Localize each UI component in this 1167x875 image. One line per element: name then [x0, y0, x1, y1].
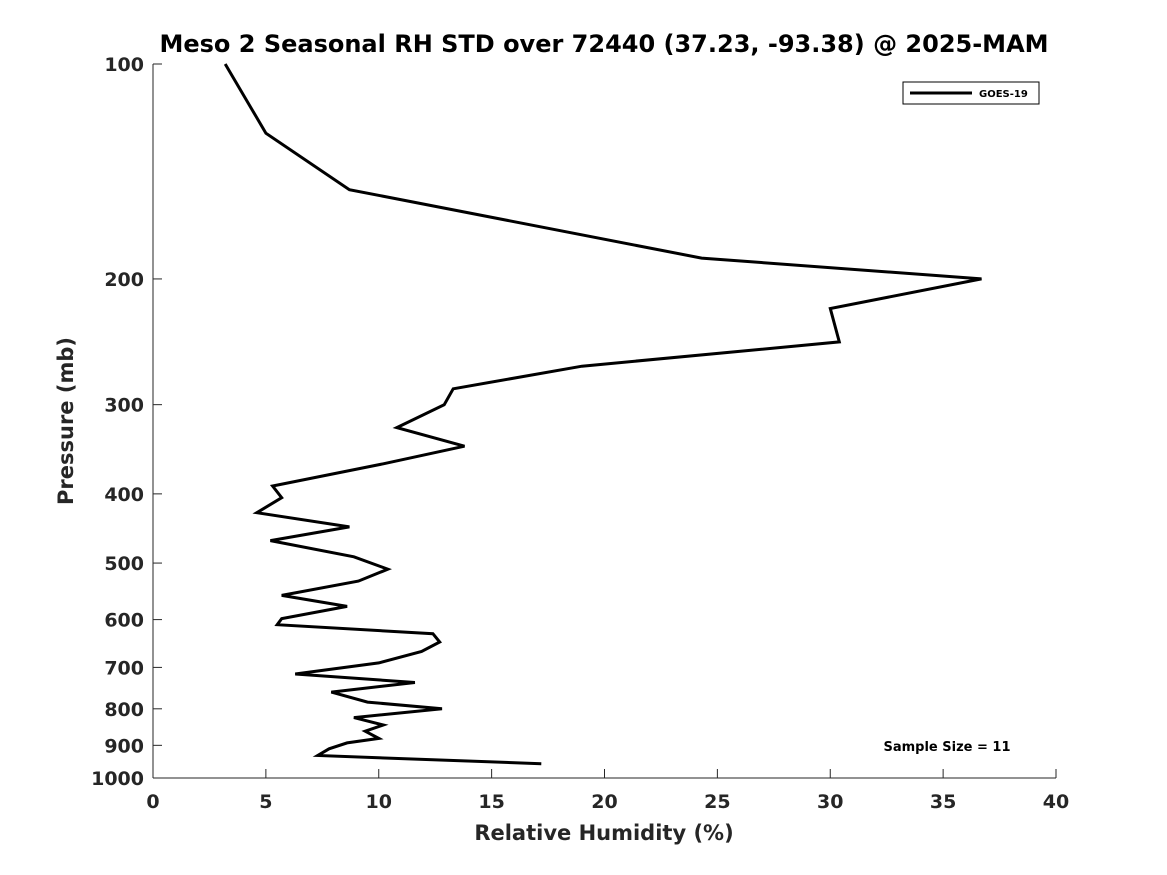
legend-label-goes-19: GOES-19: [979, 89, 1028, 100]
y-tick-label-300: 300: [104, 395, 144, 417]
x-tick-label-25: 25: [704, 791, 730, 813]
x-tick-label-0: 0: [146, 791, 159, 813]
y-tick-label-1000: 1000: [91, 768, 144, 790]
y-tick-label-800: 800: [104, 699, 144, 721]
sample-size-annotation: Sample Size = 11: [883, 740, 1010, 755]
series-line-goes-19: [223, 63, 982, 766]
x-tick-label-15: 15: [478, 791, 504, 813]
y-tick-label-900: 900: [104, 735, 144, 757]
legend: GOES-19: [902, 81, 1040, 105]
x-tick-label-20: 20: [591, 791, 617, 813]
x-tick-label-40: 40: [1043, 791, 1069, 813]
x-tick-label-30: 30: [817, 791, 843, 813]
chart-title: Meso 2 Seasonal RH STD over 72440 (37.23…: [159, 30, 1048, 58]
x-axis-label: Relative Humidity (%): [474, 821, 733, 845]
x-tick-label-10: 10: [366, 791, 392, 813]
y-tick-label-200: 200: [104, 269, 144, 291]
y-tick-label-100: 100: [104, 54, 144, 76]
y-tick-label-500: 500: [104, 553, 144, 575]
x-axis: 0 5 10 15 20 25 30 35 40: [146, 769, 1069, 813]
y-tick-label-600: 600: [104, 610, 144, 632]
y-tick-label-700: 700: [104, 657, 144, 679]
y-tick-label-400: 400: [104, 484, 144, 506]
y-axis-label: Pressure (mb): [54, 337, 78, 505]
x-tick-label-5: 5: [259, 791, 272, 813]
y-axis: 100 200 300 400 500 600 700 800 900 1000: [91, 54, 162, 790]
series-layer: [223, 63, 982, 766]
x-tick-label-35: 35: [930, 791, 956, 813]
plot-area: [152, 64, 1056, 779]
